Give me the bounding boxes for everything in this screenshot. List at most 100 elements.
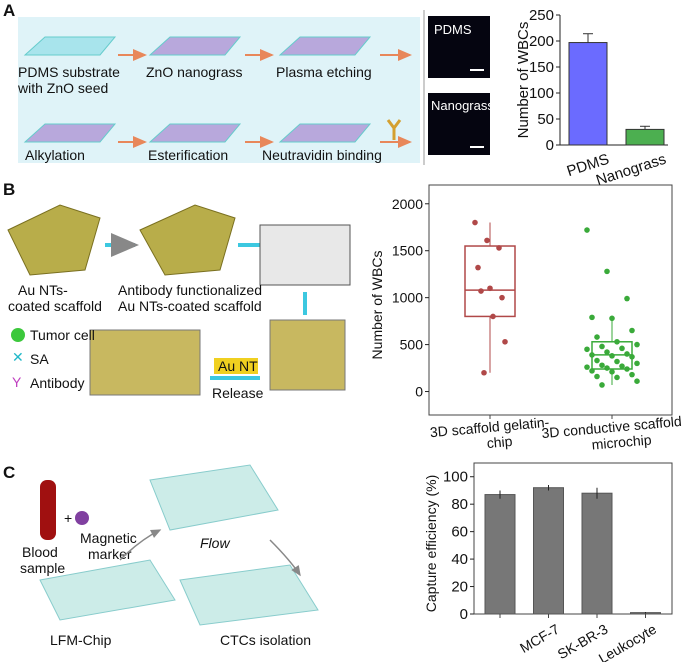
scaffold-image	[7, 204, 101, 276]
data-point	[619, 363, 625, 369]
data-point	[619, 345, 625, 352]
chip-image	[39, 559, 176, 621]
data-point	[609, 353, 615, 359]
data-point	[502, 338, 508, 345]
plot-frame	[473, 462, 673, 615]
arrow-icon	[269, 539, 301, 577]
label: CTCs isolation	[220, 632, 311, 648]
chip-image	[149, 464, 279, 531]
panel-a-schematic: PDMS substrate with ZnO seed ZnO nanogra…	[17, 36, 412, 163]
data-point	[481, 369, 487, 376]
panel-label-a: A	[3, 1, 15, 20]
magnetic-marker-icon	[75, 511, 89, 525]
data-point	[478, 288, 484, 294]
au-nt-label: Au NT	[218, 358, 258, 374]
y-tick-label: 0	[460, 606, 468, 623]
data-point	[475, 264, 481, 271]
substrate-image	[278, 123, 372, 143]
caption: coated scaffold	[8, 298, 102, 314]
label: +	[64, 510, 72, 526]
caption: Au NTs-coated scaffold	[118, 298, 262, 314]
data-point	[594, 373, 600, 380]
y-tick-label: 500	[400, 337, 424, 353]
au-nt-badge	[214, 358, 258, 374]
label: marker	[88, 546, 132, 562]
label: sample	[20, 560, 65, 576]
data-point	[589, 314, 595, 321]
bar	[581, 492, 613, 615]
data-point	[609, 369, 615, 375]
device-image	[259, 224, 351, 286]
y-tick-label: 40	[451, 551, 468, 568]
nanograss-micrograph	[428, 93, 490, 155]
data-point	[584, 346, 590, 353]
data-point	[499, 294, 505, 301]
y-tick-label: 1000	[392, 290, 423, 306]
label: Blood	[22, 544, 58, 560]
caption: Au NTs-	[18, 282, 68, 298]
arrow-icon	[119, 529, 162, 561]
tumor-cell-icon	[11, 328, 25, 342]
x-tick-label: microchip	[591, 431, 652, 452]
y-axis-label: Number of WBCs	[369, 251, 385, 360]
chip-image	[179, 564, 319, 626]
sa-icon: ✕	[12, 349, 24, 365]
y-axis-label: Capture efficiency (%)	[423, 475, 439, 612]
bar	[484, 494, 516, 615]
data-point	[599, 382, 605, 388]
y-tick-label: 50	[537, 111, 554, 128]
y-tick-label: 1500	[392, 243, 423, 259]
blood-tube-icon	[40, 480, 56, 540]
y-tick-label: 2000	[392, 196, 423, 212]
substrate-image	[148, 123, 242, 143]
data-point	[634, 360, 640, 367]
step-label: Esterification	[148, 147, 228, 163]
legend-label: Antibody	[30, 375, 84, 391]
panel-b-schematic: ✕ Y Tumor cell SA Antibody Au NT Release…	[7, 204, 351, 401]
y-tick-label: 200	[529, 33, 554, 50]
caption: Antibody functionalized	[118, 282, 262, 298]
step-label: with ZnO seed	[17, 80, 108, 96]
step-label: Neutravidin binding	[262, 147, 382, 163]
data-point	[604, 268, 610, 275]
y-tick-label: 100	[443, 469, 468, 486]
data-point	[584, 364, 590, 370]
y-tick-label: 60	[451, 524, 468, 541]
panel-label-b: B	[3, 180, 15, 199]
data-point	[624, 295, 630, 302]
micrograph-label: Nanograss	[431, 98, 494, 113]
data-point	[584, 227, 590, 233]
label: Flow	[200, 535, 230, 551]
data-point	[614, 374, 620, 381]
data-point	[472, 219, 478, 226]
substrate-image	[23, 36, 117, 56]
data-point	[624, 366, 630, 372]
legend-label: Tumor cell	[30, 327, 95, 343]
label: Magnetic	[80, 530, 137, 546]
substrate-image	[278, 36, 372, 56]
scaffold-chip-image	[89, 329, 201, 396]
data-point	[484, 237, 490, 244]
release-label: Release	[212, 385, 264, 401]
y-tick-label: 100	[529, 85, 554, 102]
data-point	[604, 365, 610, 371]
data-point	[629, 353, 635, 360]
step-label: Alkylation	[25, 147, 85, 163]
data-point	[629, 371, 635, 378]
pdms-micrograph	[428, 16, 490, 78]
step-label: Plasma etching	[276, 64, 372, 80]
step-label: PDMS substrate	[18, 64, 120, 80]
data-point	[614, 358, 620, 365]
y-tick-label: 150	[529, 59, 554, 76]
panel-label-c: C	[3, 463, 15, 482]
box	[464, 245, 516, 318]
data-point	[599, 362, 605, 369]
legend-label: SA	[30, 351, 49, 367]
y-axis-label: Number of WBCs	[515, 22, 532, 139]
panel-c-schematic: Blood sample + Magnetic marker Flow LFM-…	[20, 464, 319, 648]
y-tick-label: 0	[415, 384, 423, 400]
